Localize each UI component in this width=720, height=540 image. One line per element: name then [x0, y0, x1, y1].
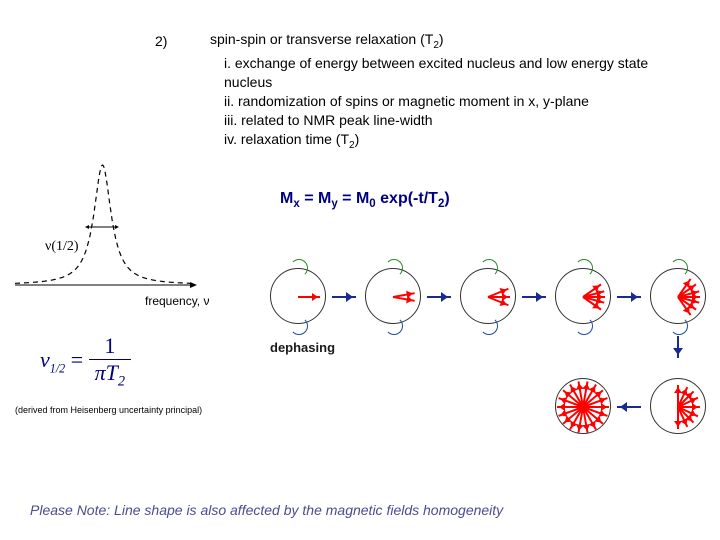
decay-equation: Mx = My = M0 exp(-t/T2): [280, 190, 450, 210]
header-item-iv: iv. relaxation time (T2): [224, 130, 690, 152]
xaxis-label: frequency, ν: [145, 294, 209, 308]
spin-vector: [677, 407, 679, 429]
lorentzian-svg: ν(1/2) frequency, ν: [5, 155, 240, 320]
pinwheel-circle: [555, 378, 611, 434]
derived-note: (derived from Heisenberg uncertainty pri…: [15, 405, 202, 415]
sequence-arrow-left: [617, 406, 641, 408]
curl-arrow-green: [290, 259, 308, 277]
spin-circle-3: [555, 268, 611, 324]
curl-arrow-blue: [575, 317, 593, 335]
slide: { "colors": { "accent": "#000080", "note…: [0, 0, 720, 540]
linewidth-formula: ν1/2 = 1 πT2: [40, 335, 131, 389]
spin-circle-0: [270, 268, 326, 324]
list-number: 2): [155, 33, 167, 49]
header-item-ii: ii. randomization of spins or magnetic m…: [224, 92, 690, 111]
spin-circle-2: [460, 268, 516, 324]
spin-circle-1: [365, 268, 421, 324]
curl-arrow-green: [575, 259, 593, 277]
dephasing-sequence: [260, 268, 710, 448]
header-item-iii: iii. related to NMR peak line-width: [224, 111, 690, 130]
sequence-arrow-right: [522, 296, 546, 298]
curl-arrow-blue: [290, 317, 308, 335]
spin-vector: [393, 296, 415, 302]
sequence-arrow-down: [677, 336, 679, 358]
nu-half-label: ν(1/2): [45, 239, 79, 254]
spin-circle-4: [650, 268, 706, 324]
curl-arrow-blue: [480, 317, 498, 335]
curl-arrow-green: [480, 259, 498, 277]
header-text: spin-spin or transverse relaxation (T2) …: [210, 30, 690, 152]
header-item-i: i. exchange of energy between excited nu…: [224, 54, 690, 92]
lineshape-plot: ν(1/2) frequency, ν: [5, 155, 235, 323]
spin-circle-5: [650, 378, 706, 434]
curl-arrow-green: [670, 259, 688, 277]
spin-vector: [298, 296, 320, 298]
curl-arrow-blue: [670, 317, 688, 335]
curl-arrow-blue: [385, 317, 403, 335]
header-title: spin-spin or transverse relaxation (T2): [210, 30, 690, 52]
sequence-arrow-right: [332, 296, 356, 298]
footer-note: Please Note: Line shape is also affected…: [30, 502, 503, 518]
sequence-arrow-right: [617, 296, 641, 298]
sequence-arrow-right: [427, 296, 451, 298]
curl-arrow-green: [385, 259, 403, 277]
